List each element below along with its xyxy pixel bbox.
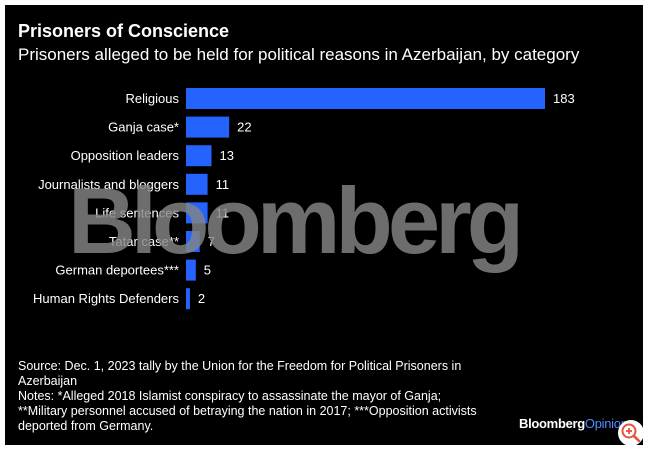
data-label: 11 <box>216 177 230 192</box>
data-label: 11 <box>216 205 230 220</box>
chart-card: Prisoners of Conscience Prisoners allege… <box>5 5 643 445</box>
bar <box>186 145 212 167</box>
bar <box>186 202 208 224</box>
category-label: Life sentences <box>95 205 179 220</box>
chart-title: Prisoners of Conscience <box>18 21 230 41</box>
footnote-1: Notes: *Alleged 2018 Islamist conspiracy… <box>18 389 442 403</box>
category-label: German deportees*** <box>55 263 179 278</box>
chart-subtitle: Prisoners alleged to be held for politic… <box>18 45 580 64</box>
data-label: 22 <box>237 120 251 135</box>
zoom-in-icon[interactable] <box>618 420 644 446</box>
bar <box>186 259 196 281</box>
chart-notes: Source: Dec. 1, 2023 tally by the Union … <box>18 359 518 434</box>
footnote-2: **Military personnel accused of betrayin… <box>18 404 477 433</box>
category-label: Human Rights Defenders <box>33 291 179 306</box>
category-label: Religious <box>126 91 180 106</box>
brand-logo: BloombergOpinion <box>519 416 628 431</box>
category-label: Tatar case** <box>109 234 179 249</box>
data-label: 5 <box>204 263 211 278</box>
category-label: Opposition leaders <box>71 148 180 163</box>
brand-name: Bloomberg <box>519 416 585 431</box>
data-label: 183 <box>553 91 575 106</box>
bar <box>186 88 545 109</box>
data-label: 7 <box>208 234 215 249</box>
bar-chart: Religious 183 Ganja case* 22 Opposition lead… <box>33 88 575 310</box>
data-label: 2 <box>198 291 205 306</box>
bar <box>186 231 200 252</box>
bar <box>186 173 208 195</box>
source-note: Source: Dec. 1, 2023 tally by the Union … <box>18 359 462 388</box>
brand-section: Opinion <box>584 416 628 431</box>
bloomberg-watermark: Bloomberg <box>68 168 524 273</box>
category-label: Ganja case* <box>108 120 179 135</box>
category-label: Journalists and bloggers <box>38 177 179 192</box>
data-label: 13 <box>220 148 234 163</box>
bar <box>186 288 190 310</box>
bar <box>186 116 230 138</box>
